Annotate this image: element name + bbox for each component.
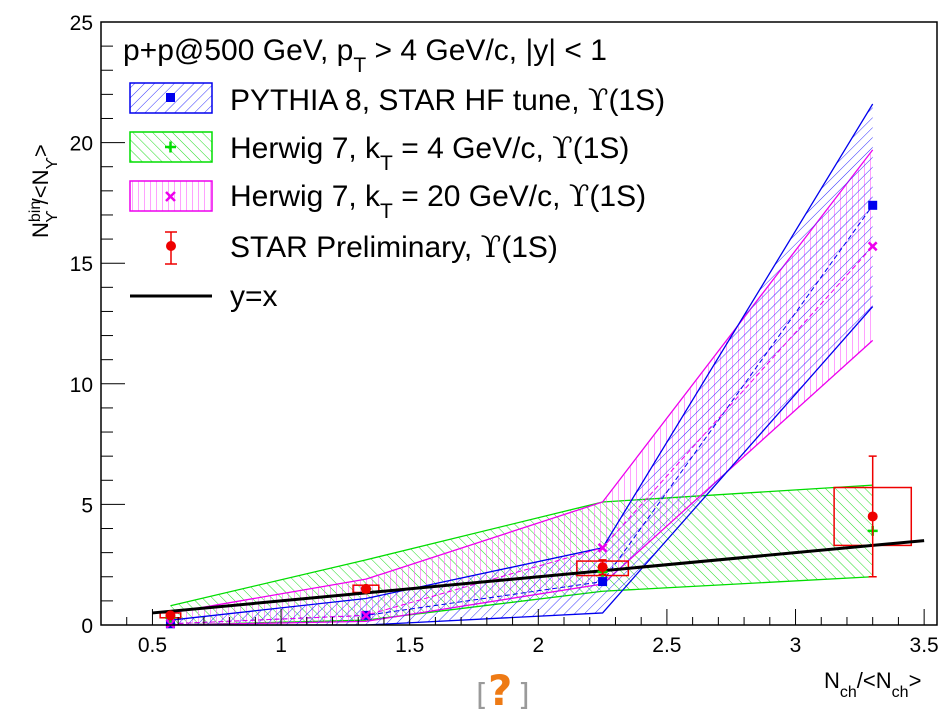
band-layer (170, 103, 874, 626)
y-tick-label: 25 (70, 12, 93, 35)
x-axis-title: Nch/<Nch> (824, 668, 921, 701)
pythia-point (868, 200, 878, 210)
x-tick-label: 1.5 (395, 634, 424, 657)
marker-layer (165, 200, 878, 629)
x-tick-label: 1 (275, 634, 287, 657)
tick-layer (101, 21, 925, 626)
y-axis-title: Nbinϒ/<Nϒ> (27, 144, 61, 238)
svg-text:Herwig 7, kT = 4 GeV/c, ϒ(1S): Herwig 7, kT = 4 GeV/c, ϒ(1S) (230, 131, 629, 175)
band-pythia-upper (170, 103, 874, 621)
question-mark-icon: [ ? ] (476, 666, 536, 718)
svg-text:STAR Preliminary, ϒ(1S): STAR Preliminary, ϒ(1S) (230, 230, 558, 265)
y-tick-label: 20 (70, 133, 93, 156)
legend-marker-circle-icon (166, 241, 176, 251)
y-tick-label: 0 (81, 615, 93, 638)
star-point (867, 511, 878, 522)
legend-header: p+p@500 GeV, pT > 4 GeV/c, |y| < 1 (123, 34, 607, 77)
y-tick-label: 10 (70, 374, 93, 397)
y-tick-label: 15 (70, 253, 93, 276)
legend-entry-pythia: PYTHIA 8, STAR HF tune, ϒ(1S) (129, 82, 665, 118)
herwig-kt20-point (361, 610, 371, 621)
x-tick-label: 2 (532, 634, 544, 657)
question-mark-glyph: ? (488, 666, 513, 715)
x-tick-label: 0.5 (138, 634, 167, 657)
star-point (165, 610, 176, 621)
tick-label-layer: 0.5 1 1.5 2 2.5 3 3.5 0 5 10 15 20 25 (70, 12, 939, 657)
x-tick-label: 3.5 (910, 634, 939, 657)
x-tick-label: 3 (790, 634, 802, 657)
herwig-kt20-point (597, 542, 608, 553)
svg-text:PYTHIA 8, STAR HF tune, ϒ(1S): PYTHIA 8, STAR HF tune, ϒ(1S) (230, 83, 665, 118)
star-point (360, 583, 371, 594)
y-equals-x-line (152, 539, 925, 615)
legend-marker-x-icon (165, 191, 176, 202)
left-bracket: [ (476, 678, 488, 713)
x-tick-label: 2.5 (652, 634, 681, 657)
legend-marker-square-icon (166, 93, 175, 102)
y-tick-label: 5 (81, 494, 93, 517)
plot-frame (100, 21, 938, 626)
legend-entry-herwig-kt20: Herwig 7, kT = 20 GeV/c, ϒ(1S) (129, 179, 646, 223)
legend-entry-star: STAR Preliminary, ϒ(1S) (165, 230, 558, 265)
svg-text:Herwig 7, kT = 20 GeV/c, ϒ(1S): Herwig 7, kT = 20 GeV/c, ϒ(1S) (230, 179, 646, 223)
pythia-point (598, 577, 608, 587)
band-herwig-kt4-upper (170, 484, 873, 607)
band-herwig-kt20-central (170, 245, 874, 625)
svg-text:y=x: y=x (230, 280, 278, 313)
legend-entry-herwig-kt4: Herwig 7, kT = 4 GeV/c, ϒ(1S) (129, 131, 629, 175)
band-pythia-area (170, 104, 873, 626)
herwig-kt20-point (165, 618, 176, 629)
legend-entry-yx: y=x (130, 280, 278, 313)
reference-line-layer (152, 539, 925, 615)
right-bracket: ] (518, 678, 530, 713)
legend-marker-plus-icon (165, 141, 176, 153)
star-point (597, 562, 608, 573)
herwig-kt20-point (867, 241, 878, 252)
